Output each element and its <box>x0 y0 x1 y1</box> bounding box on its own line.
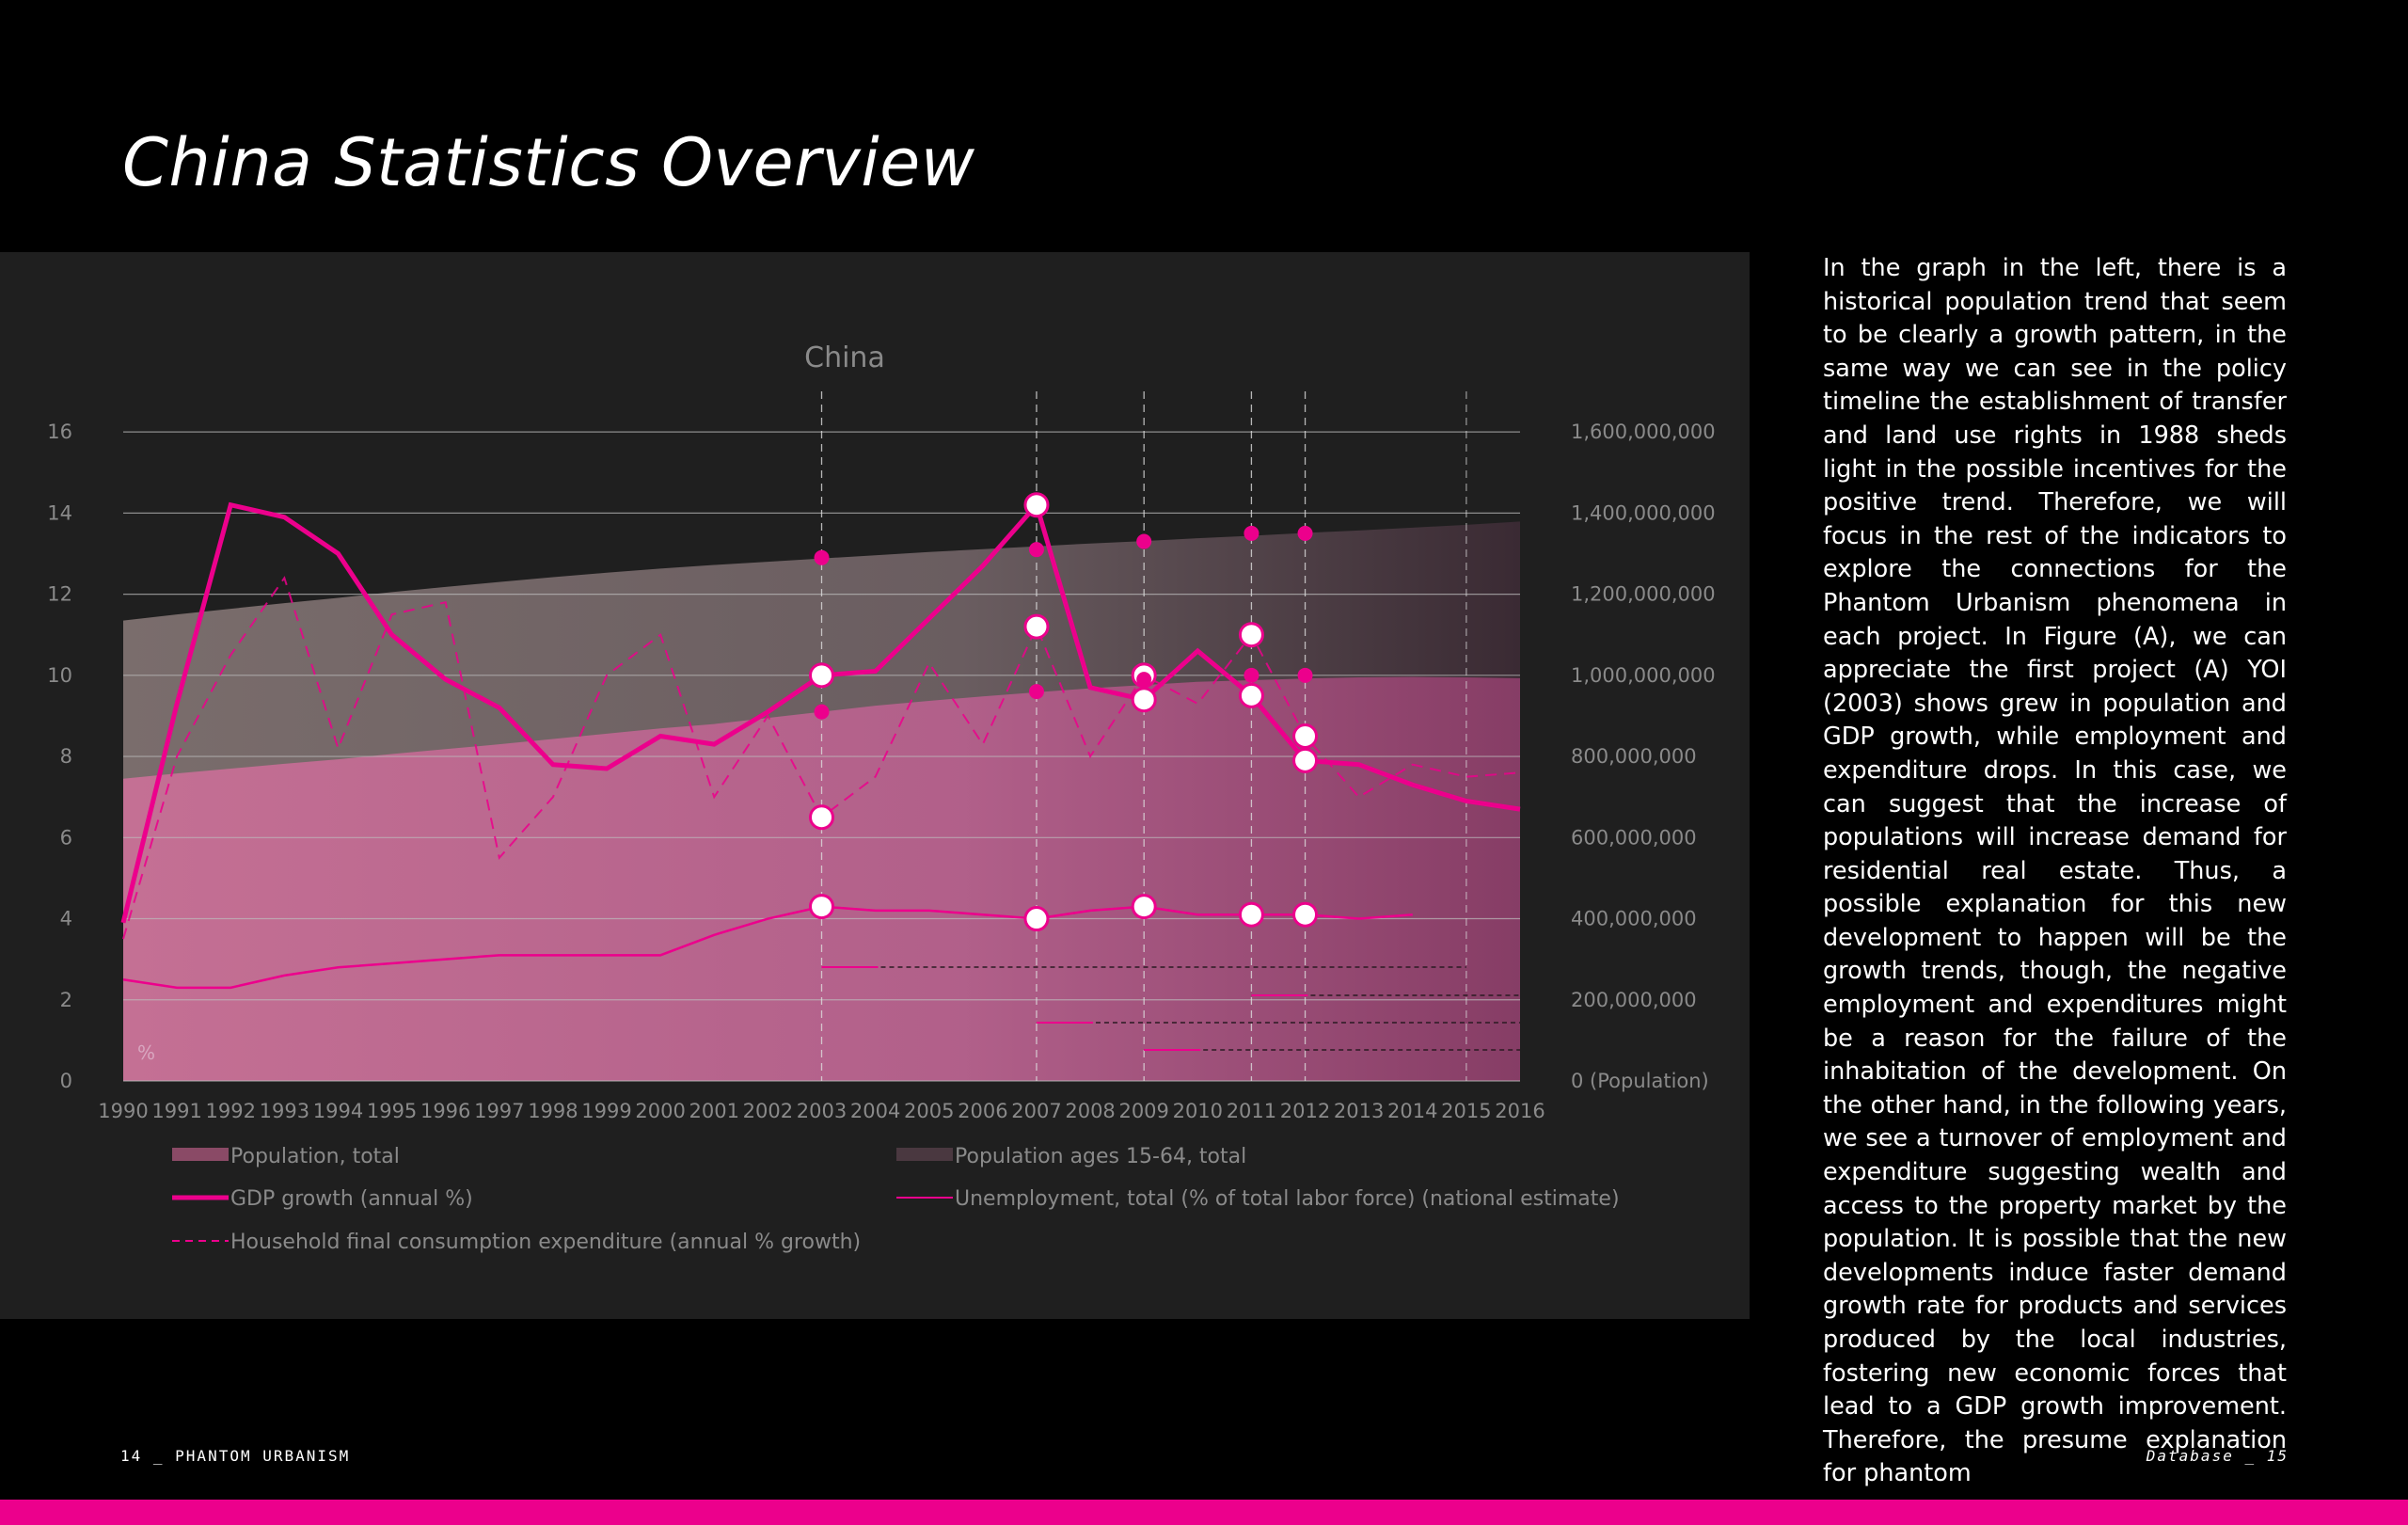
marker-consumption-2011 <box>1238 622 1264 648</box>
x-axis-tick: 2016 <box>1495 1100 1545 1122</box>
marker-unemployment-2003 <box>809 894 834 920</box>
x-axis-tick: 1994 <box>313 1100 363 1122</box>
x-axis-tick: 1991 <box>151 1100 201 1122</box>
legend-label: Unemployment, total (% of total labor fo… <box>955 1187 1620 1211</box>
legend-label: Population ages 15-64, total <box>955 1145 1246 1168</box>
marker-gdp-2012 <box>1292 747 1319 773</box>
marker-consumption-2012 <box>1292 723 1319 749</box>
annotation-dot-2003 <box>814 549 830 565</box>
x-axis-tick: 2010 <box>1173 1100 1223 1122</box>
left-axis-tick: 8 <box>60 745 72 768</box>
x-axis-tick: 2012 <box>1280 1100 1330 1122</box>
chart-title: China <box>804 342 885 374</box>
x-axis-tick: 2004 <box>850 1100 900 1122</box>
annotation-dot-2011 <box>1244 525 1259 541</box>
chart-legend: Population, total Population ages 15-64, … <box>172 1145 1620 1254</box>
right-axis-tick: 200,000,000 <box>1571 989 1697 1011</box>
x-axis-tick: 1999 <box>581 1100 631 1122</box>
right-axis-tick: 1,600,000,000 <box>1571 421 1716 443</box>
page-title: China Statistics Overview <box>122 124 975 201</box>
left-axis-tick: 2 <box>60 989 72 1011</box>
x-axis-tick: 1993 <box>260 1100 309 1122</box>
left-axis-tick: 16 <box>47 421 72 443</box>
annotation-dot-2012 <box>1297 667 1313 683</box>
left-axis-tick: 14 <box>47 501 72 524</box>
legend-label: GDP growth (annual %) <box>230 1187 473 1211</box>
marker-unemployment-2007 <box>1023 906 1050 932</box>
legend-label: Household final consumption expenditure … <box>230 1231 861 1254</box>
annotation-dot-2003 <box>814 704 830 720</box>
x-axis-tick: 2003 <box>797 1100 847 1122</box>
x-axis-tick: 1998 <box>528 1100 578 1122</box>
right-axis-tick: 0 (Population) <box>1571 1070 1709 1092</box>
annotation-dot-2012 <box>1297 525 1313 541</box>
annotation-dot-2007 <box>1028 684 1044 700</box>
x-axis-tick: 2008 <box>1065 1100 1115 1122</box>
legend-swatch <box>896 1148 953 1161</box>
x-axis-tick: 2000 <box>635 1100 685 1122</box>
x-axis-tick: 1997 <box>474 1100 524 1122</box>
x-axis-tick: 2001 <box>689 1100 739 1122</box>
line-unemployment <box>122 905 1413 990</box>
marker-unemployment-2009 <box>1131 894 1157 920</box>
x-axis-tick: 1992 <box>206 1100 256 1122</box>
footer-right: Database _ 15 <box>2146 1447 2289 1465</box>
annotation-dot-2009 <box>1136 533 1152 549</box>
x-axis-tick: 2009 <box>1118 1100 1168 1122</box>
marker-gdp-2011 <box>1238 682 1264 708</box>
plot-area: 0 2 4 6 8 10 12 14 16% 0 (Population) 200,000,000 4… <box>47 391 1716 1122</box>
x-axis-tick: 2006 <box>958 1100 1007 1122</box>
right-axis-tick: 1,200,000,000 <box>1571 583 1716 606</box>
x-axis-tick: 2014 <box>1387 1100 1437 1122</box>
right-axis-tick: 600,000,000 <box>1571 826 1697 849</box>
x-axis-tick: 2007 <box>1011 1100 1061 1122</box>
accent-bar <box>0 1500 2408 1525</box>
x-axis-tick: 2013 <box>1334 1100 1384 1122</box>
x-axis-tick: 2002 <box>743 1100 793 1122</box>
marker-consumption-2003 <box>809 804 834 831</box>
x-axis-tick: 2015 <box>1441 1100 1491 1122</box>
legend-swatch <box>172 1148 229 1161</box>
body-text: In the graph in the left, there is a his… <box>1823 254 2287 1488</box>
left-axis-tick: 12 <box>47 583 72 606</box>
footer-left: 14 _ PHANTOM URBANISM <box>120 1447 351 1465</box>
right-axis-tick: 800,000,000 <box>1571 745 1697 768</box>
annotation-dot-2011 <box>1244 667 1259 683</box>
left-axis-tick: 10 <box>47 664 72 687</box>
marker-unemployment-2011 <box>1238 901 1264 928</box>
marker-gdp-2009 <box>1131 687 1157 713</box>
annotation-dot-2007 <box>1028 542 1044 558</box>
left-axis-tick: 4 <box>60 908 72 930</box>
marker-gdp-2007 <box>1023 492 1050 518</box>
marker-unemployment-2012 <box>1292 901 1319 928</box>
legend-label: Population, total <box>230 1145 400 1168</box>
x-axis-tick: 1990 <box>98 1100 148 1122</box>
marker-consumption-2007 <box>1023 613 1050 640</box>
china-chart: China 0 2 4 6 8 10 12 14 16% 0 (Population) 200,00… <box>47 342 1716 1254</box>
right-axis-tick: 1,000,000,000 <box>1571 664 1716 687</box>
left-axis-unit: % <box>137 1041 155 1064</box>
x-axis-tick: 2005 <box>904 1100 954 1122</box>
chart-panel: China 0 2 4 6 8 10 12 14 16% 0 (Population) 200,00… <box>0 252 1750 1319</box>
left-axis-tick: 0 <box>60 1070 72 1092</box>
right-axis-tick: 400,000,000 <box>1571 908 1697 930</box>
x-axis-tick: 2011 <box>1227 1100 1276 1122</box>
right-axis-tick: 1,400,000,000 <box>1571 501 1716 524</box>
x-axis-tick: 1995 <box>367 1100 417 1122</box>
annotation-dot-2009 <box>1136 672 1152 688</box>
x-axis-tick: 1996 <box>420 1100 470 1122</box>
left-axis-tick: 6 <box>60 826 72 849</box>
marker-gdp-2003 <box>809 662 834 689</box>
